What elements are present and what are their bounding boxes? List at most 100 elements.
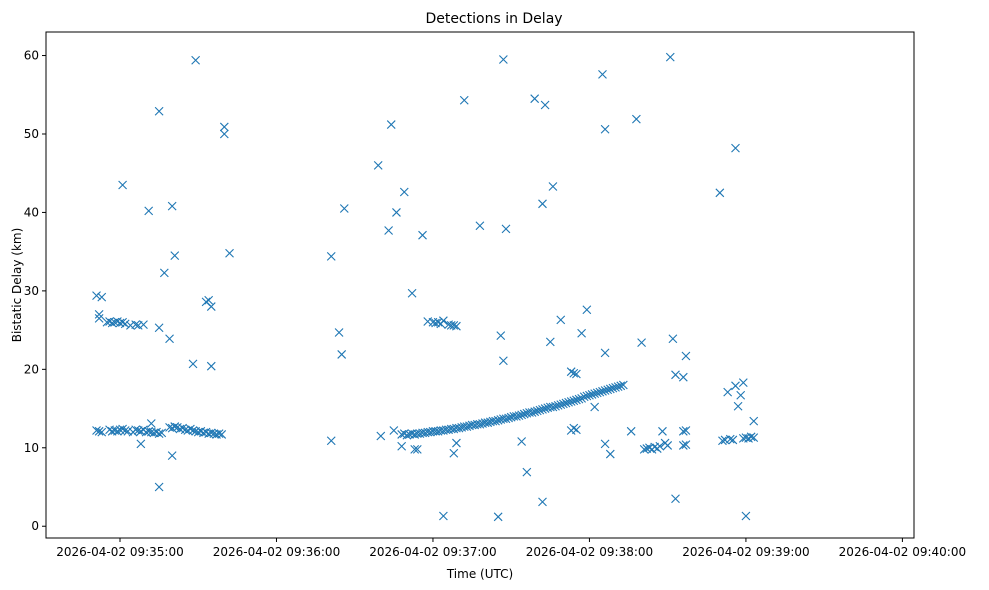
data-point xyxy=(326,251,336,261)
data-point xyxy=(454,423,464,433)
data-point xyxy=(170,422,180,431)
data-point xyxy=(569,396,579,406)
data-point xyxy=(97,427,107,437)
data-point xyxy=(157,428,167,438)
data-point xyxy=(97,292,107,302)
data-point xyxy=(631,114,641,124)
data-point xyxy=(397,441,407,451)
data-point xyxy=(540,100,550,110)
data-point xyxy=(519,409,529,419)
data-point xyxy=(186,424,195,434)
data-point xyxy=(600,386,610,395)
data-point xyxy=(616,381,626,391)
data-point xyxy=(746,432,756,442)
data-point xyxy=(439,511,448,521)
data-point xyxy=(501,414,511,424)
data-point xyxy=(527,408,537,417)
data-point xyxy=(433,317,443,327)
data-point xyxy=(334,328,344,337)
x-axis-label: Time (UTC) xyxy=(446,567,513,581)
data-point xyxy=(725,434,735,444)
data-point xyxy=(154,482,164,492)
data-point xyxy=(733,401,743,411)
data-point xyxy=(590,402,600,412)
data-point xyxy=(598,386,607,396)
y-tick-label: 50 xyxy=(24,127,39,141)
data-point xyxy=(94,313,104,323)
data-point xyxy=(603,385,613,395)
data-point xyxy=(618,380,628,390)
data-point xyxy=(326,436,336,446)
data-point xyxy=(561,398,571,408)
data-point xyxy=(144,206,154,216)
data-point xyxy=(574,394,584,404)
y-tick-label: 0 xyxy=(31,519,39,533)
data-point xyxy=(600,439,610,449)
plot-frame xyxy=(45,31,915,539)
x-tick-label: 2026-04-02 09:36:00 xyxy=(213,545,340,559)
data-point xyxy=(399,187,409,197)
data-point xyxy=(598,69,607,79)
data-point xyxy=(392,208,401,217)
y-tick-label: 20 xyxy=(24,362,39,376)
data-point xyxy=(587,390,597,399)
data-point xyxy=(530,407,540,417)
data-point xyxy=(749,416,759,426)
data-point xyxy=(514,411,524,421)
data-point xyxy=(225,248,234,258)
data-point xyxy=(491,416,500,426)
data-point xyxy=(553,401,563,410)
data-point xyxy=(517,410,527,420)
data-point xyxy=(551,401,560,411)
data-point xyxy=(504,413,513,423)
data-point xyxy=(655,441,665,451)
data-point xyxy=(206,302,216,311)
data-point xyxy=(585,390,594,400)
data-point xyxy=(538,497,547,507)
y-tick-label: 60 xyxy=(24,49,39,63)
x-tick-label: 2026-04-02 09:39:00 xyxy=(682,545,809,559)
data-point xyxy=(595,387,605,397)
data-point xyxy=(475,221,485,231)
data-point xyxy=(671,370,680,380)
data-point xyxy=(402,430,412,440)
data-point xyxy=(407,288,417,298)
data-point xyxy=(718,436,727,446)
data-point xyxy=(493,415,503,425)
data-point xyxy=(154,106,164,116)
data-point xyxy=(517,437,527,446)
data-point xyxy=(120,426,130,435)
data-point xyxy=(154,323,164,333)
data-point xyxy=(723,387,733,397)
data-point xyxy=(94,426,104,436)
data-point xyxy=(146,419,156,428)
data-point xyxy=(671,494,680,504)
data-point xyxy=(577,393,587,403)
data-point xyxy=(483,418,493,428)
data-point xyxy=(572,395,581,405)
data-point xyxy=(749,433,759,442)
data-point xyxy=(178,423,187,433)
data-point xyxy=(188,426,198,435)
data-point xyxy=(452,321,461,331)
data-point xyxy=(188,359,198,369)
data-point xyxy=(715,188,725,198)
data-point xyxy=(418,230,427,240)
data-point xyxy=(462,422,472,431)
data-points xyxy=(92,52,759,522)
data-point xyxy=(475,419,485,429)
data-point xyxy=(386,120,396,129)
data-point xyxy=(154,429,164,439)
x-axis: 2026-04-02 09:35:00 2026-04-02 09:36:00 20… xyxy=(56,538,966,559)
data-point xyxy=(556,315,566,325)
data-point xyxy=(681,440,691,450)
data-point xyxy=(663,441,673,450)
data-point xyxy=(165,334,174,344)
data-point xyxy=(339,204,349,213)
data-point xyxy=(206,361,216,371)
data-point xyxy=(167,201,177,211)
data-point xyxy=(389,426,399,435)
data-point xyxy=(167,451,177,461)
data-point xyxy=(569,368,579,378)
